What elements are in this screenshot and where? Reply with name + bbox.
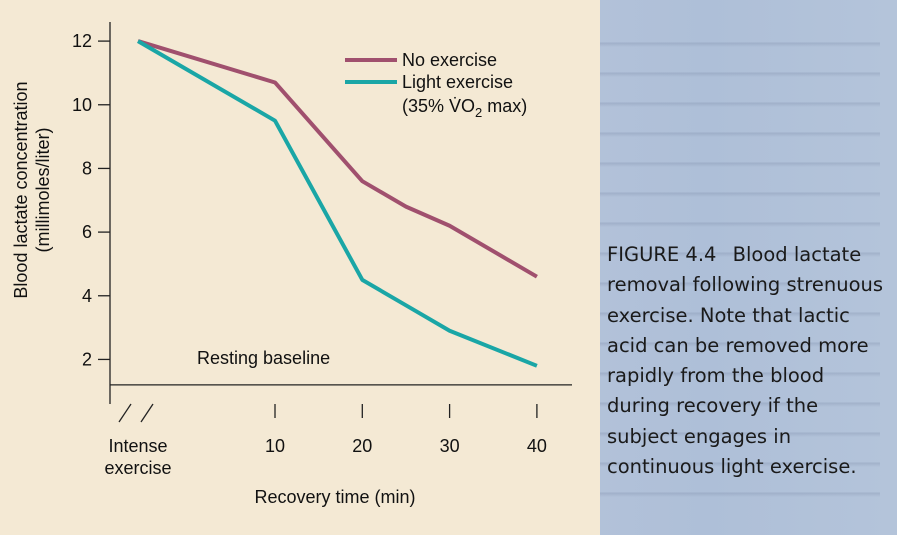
x-tick-label: Intense (108, 436, 167, 456)
y-tick-label: 10 (72, 95, 92, 115)
y-tick-label: 8 (82, 158, 92, 178)
y-tick-label: 2 (82, 349, 92, 369)
x-tick-label: 40 (527, 436, 547, 456)
axis-break-mark (118, 403, 132, 423)
resting-baseline-label: Resting baseline (197, 348, 330, 368)
y-tick-label: 4 (82, 286, 92, 306)
x-tick-label: 20 (352, 436, 372, 456)
line-chart: Blood lactate concentration (millimoles/… (11, 22, 572, 507)
caption-text: Blood lactate removal following strenuou… (607, 243, 884, 479)
legend-label-no-exercise: No exercise (402, 50, 497, 70)
chart-panel (0, 0, 600, 535)
figure-label: FIGURE 4.4 (607, 243, 717, 266)
x-axis-label: Recovery time (min) (254, 487, 415, 507)
x-tick-label: 30 (440, 436, 460, 456)
y-tick-label: 6 (82, 222, 92, 242)
axis-break-mark (140, 403, 154, 423)
x-tick-label-line2: exercise (104, 458, 171, 478)
legend-label-light-exercise: Light exercise (402, 72, 513, 92)
figure-caption: FIGURE 4.4 Blood lactate removal followi… (607, 240, 892, 482)
series-line-light-exercise (136, 39, 538, 368)
series-line-no-exercise (137, 39, 538, 279)
y-axis-label-line2: (millimoles/liter) (33, 128, 53, 253)
legend-label-light-exercise-detail: (35% V̇O2 max) (402, 96, 527, 120)
y-axis-label-line1: Blood lactate concentration (11, 81, 31, 298)
x-tick-label: 10 (265, 436, 285, 456)
y-tick-label: 12 (72, 31, 92, 51)
